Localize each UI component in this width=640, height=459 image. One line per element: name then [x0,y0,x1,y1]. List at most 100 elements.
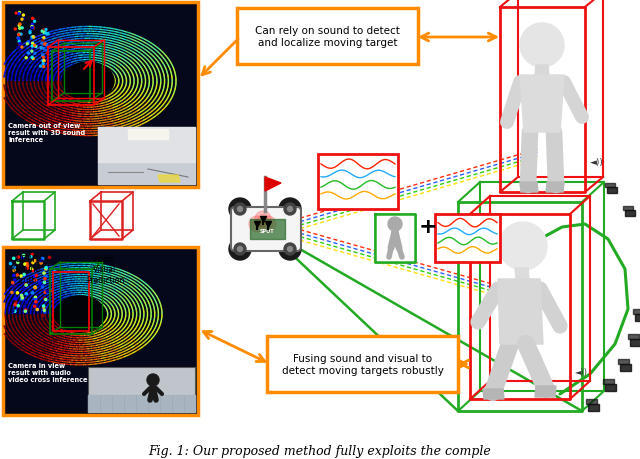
Point [29,115,40,123]
Point [52,284,62,291]
Point [45,80,55,87]
Point [122,278,132,285]
Point [82,307,92,314]
Point [101,347,111,354]
Point [163,94,173,101]
Point [64,25,74,32]
Point [33,347,44,354]
Point [145,304,156,311]
Point [44,40,54,48]
Point [3,94,13,101]
Point [28,16,38,23]
Point [39,105,49,112]
Point [124,279,134,286]
Point [47,314,58,321]
Point [64,82,74,89]
Point [73,302,83,310]
Point [22,111,32,118]
Point [63,329,73,336]
Point [66,32,76,39]
Point [131,123,141,131]
Point [160,63,170,71]
Point [118,320,128,328]
Point [49,81,59,88]
Point [132,108,142,116]
Point [33,354,43,361]
Point [63,98,73,106]
Point [64,60,74,67]
Point [146,331,156,338]
Point [62,38,72,45]
Point [81,125,92,133]
Point [104,67,114,75]
Point [101,74,111,82]
Point [19,330,29,337]
Point [16,106,26,113]
Point [139,107,149,114]
Point [150,89,160,96]
Point [129,90,140,97]
Point [136,34,146,42]
Point [26,50,36,57]
Point [104,289,115,296]
Point [49,321,59,328]
Point [151,100,161,107]
Point [14,53,24,60]
Point [75,125,85,133]
Point [30,324,40,331]
Point [112,117,122,124]
Point [50,28,60,35]
Point [36,308,47,315]
Point [51,49,61,56]
Point [58,339,68,347]
Point [141,332,152,339]
Point [92,104,102,111]
Point [25,280,35,287]
Point [134,286,144,293]
Point [129,78,140,85]
Point [31,319,42,327]
Point [116,272,126,279]
Point [23,284,33,291]
Point [100,265,111,272]
Point [45,51,56,58]
Point [52,81,63,89]
Point [22,39,32,46]
Point [52,40,63,47]
Circle shape [234,203,246,216]
Point [93,295,104,302]
Point [26,93,36,100]
Point [75,359,85,366]
Point [111,268,121,275]
Point [137,294,147,301]
Point [152,327,163,335]
Point [109,84,119,91]
Point [83,332,93,339]
Point [131,112,141,119]
Point [134,279,144,286]
Point [104,68,115,75]
Point [84,334,94,341]
Point [136,341,147,348]
Point [79,260,90,267]
Point [0,62,10,69]
Point [46,318,56,325]
Point [0,96,10,103]
Point [154,298,164,306]
Point [11,324,21,331]
Point [45,304,56,312]
Point [49,101,59,108]
Point [127,307,138,314]
Point [95,328,106,336]
Point [24,334,34,341]
Point [36,99,47,106]
Point [65,127,75,134]
Point [67,27,77,34]
Point [95,46,106,53]
Point [10,26,20,34]
Point [19,70,29,78]
Point [75,106,85,113]
Point [11,73,21,80]
Point [99,330,109,337]
Point [136,84,146,91]
